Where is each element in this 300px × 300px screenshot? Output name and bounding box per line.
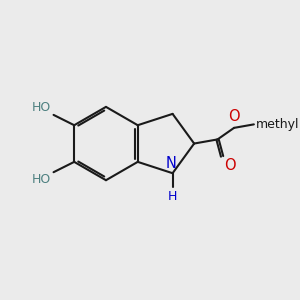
Text: H: H [168,190,177,203]
Text: O: O [224,158,236,173]
Text: HO: HO [32,173,51,186]
Text: N: N [166,156,177,171]
Text: HO: HO [32,101,51,114]
Text: O: O [228,109,240,124]
Text: methyl: methyl [255,118,299,131]
